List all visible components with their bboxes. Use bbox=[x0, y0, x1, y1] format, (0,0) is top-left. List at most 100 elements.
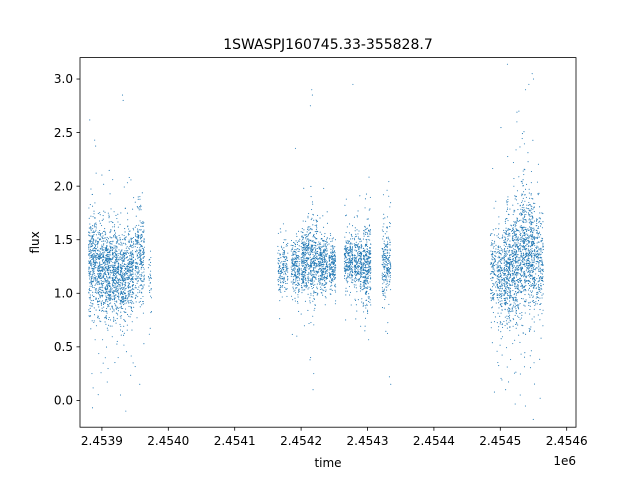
data-point-1059 bbox=[116, 277, 118, 279]
data-point-1038 bbox=[112, 251, 114, 253]
data-point-3473 bbox=[334, 263, 336, 266]
data-point-3096 bbox=[326, 269, 328, 271]
data-point-971 bbox=[112, 308, 114, 310]
data-point-4110 bbox=[364, 254, 367, 256]
data-point-1786 bbox=[134, 246, 136, 248]
data-point-2351 bbox=[292, 270, 294, 272]
data-point-4436 bbox=[389, 226, 391, 228]
data-point-1861 bbox=[142, 286, 144, 288]
data-point-2205 bbox=[279, 277, 281, 280]
data-point-4308 bbox=[365, 232, 367, 234]
data-point-978 bbox=[113, 270, 115, 272]
data-point-2701 bbox=[302, 277, 305, 279]
data-point-1991 bbox=[141, 222, 143, 224]
data-point-591 bbox=[99, 289, 102, 291]
data-point-1994 bbox=[140, 225, 142, 228]
data-point-2537 bbox=[306, 267, 308, 269]
data-point-127 bbox=[93, 239, 95, 241]
data-point-4740 bbox=[499, 323, 501, 325]
data-point-3100 bbox=[320, 282, 322, 284]
data-point-207 bbox=[93, 224, 95, 226]
data-point-4376 bbox=[386, 231, 388, 233]
data-point-903 bbox=[107, 241, 109, 243]
data-point-390 bbox=[99, 261, 101, 263]
data-point-444 bbox=[99, 274, 101, 276]
data-point-56 bbox=[93, 277, 95, 279]
data-point-4194 bbox=[364, 265, 367, 267]
data-point-1733 bbox=[126, 273, 128, 275]
data-point-4286 bbox=[366, 241, 368, 243]
data-point-4757 bbox=[498, 268, 500, 270]
data-point-2939 bbox=[316, 259, 319, 261]
data-point-3243 bbox=[326, 239, 328, 241]
data-point-247 bbox=[91, 407, 94, 409]
data-point-1811 bbox=[137, 231, 139, 233]
data-point-2010 bbox=[134, 278, 136, 280]
data-point-2031 bbox=[140, 284, 142, 286]
data-point-3627 bbox=[347, 255, 349, 257]
data-point-2117 bbox=[282, 255, 284, 257]
data-point-1884 bbox=[141, 280, 143, 282]
data-point-195 bbox=[91, 256, 93, 258]
data-point-453 bbox=[101, 246, 103, 248]
data-point-4946 bbox=[506, 63, 508, 65]
data-point-119 bbox=[88, 227, 90, 229]
data-point-534 bbox=[100, 282, 103, 284]
data-point-3251 bbox=[318, 254, 320, 256]
data-point-2514 bbox=[304, 258, 306, 260]
data-point-2152 bbox=[277, 258, 279, 260]
data-point-1371 bbox=[123, 300, 125, 302]
data-point-925 bbox=[113, 252, 115, 254]
data-point-194 bbox=[95, 243, 97, 245]
data-point-2352 bbox=[298, 240, 300, 242]
data-point-611 bbox=[109, 254, 111, 256]
data-point-2759 bbox=[314, 284, 316, 286]
data-point-140 bbox=[93, 249, 95, 251]
data-point-4768 bbox=[499, 272, 501, 274]
data-point-1550 bbox=[126, 314, 129, 316]
data-point-2627 bbox=[305, 238, 307, 240]
data-point-3271 bbox=[322, 272, 325, 274]
data-point-2288 bbox=[296, 235, 298, 238]
data-point-4280 bbox=[367, 233, 369, 235]
data-point-306 bbox=[92, 257, 94, 259]
data-point-2789 bbox=[309, 256, 311, 258]
data-point-3827 bbox=[358, 262, 360, 264]
data-point-3294 bbox=[320, 253, 322, 255]
data-point-4426 bbox=[383, 240, 385, 242]
data-point-3469 bbox=[332, 270, 334, 272]
data-point-871 bbox=[108, 241, 111, 243]
data-point-3849 bbox=[355, 233, 357, 235]
data-point-535 bbox=[97, 249, 99, 251]
data-point-1619 bbox=[131, 321, 133, 323]
data-point-3701 bbox=[346, 248, 348, 250]
data-point-867 bbox=[107, 329, 109, 331]
data-point-202 bbox=[88, 231, 90, 233]
data-point-1916 bbox=[135, 249, 138, 251]
data-point-1602 bbox=[128, 259, 130, 261]
data-point-3014 bbox=[314, 249, 317, 251]
data-point-3501 bbox=[330, 273, 332, 275]
data-point-4196 bbox=[364, 228, 366, 230]
chart-title: 1SWASPJ160745.33-355828.7 bbox=[223, 37, 432, 53]
data-point-4730 bbox=[498, 326, 500, 328]
data-point-481 bbox=[100, 304, 103, 306]
data-point-2799 bbox=[310, 279, 312, 281]
data-point-4621 bbox=[491, 253, 493, 255]
data-point-3497 bbox=[332, 237, 334, 239]
data-point-1748 bbox=[129, 269, 131, 272]
data-point-999 bbox=[115, 290, 117, 293]
data-point-1964 bbox=[142, 222, 144, 224]
data-point-2906 bbox=[315, 274, 317, 276]
data-point-4130 bbox=[362, 303, 364, 305]
data-point-4339 bbox=[382, 230, 384, 233]
data-point-4781 bbox=[501, 267, 503, 269]
data-point-2406 bbox=[295, 277, 297, 279]
data-point-790 bbox=[109, 270, 111, 272]
data-point-2477 bbox=[291, 260, 293, 262]
data-point-4540 bbox=[494, 316, 496, 318]
data-point-715 bbox=[109, 303, 111, 305]
data-point-3490 bbox=[334, 277, 337, 279]
data-point-1560 bbox=[129, 252, 131, 254]
data-point-4423 bbox=[386, 264, 389, 266]
